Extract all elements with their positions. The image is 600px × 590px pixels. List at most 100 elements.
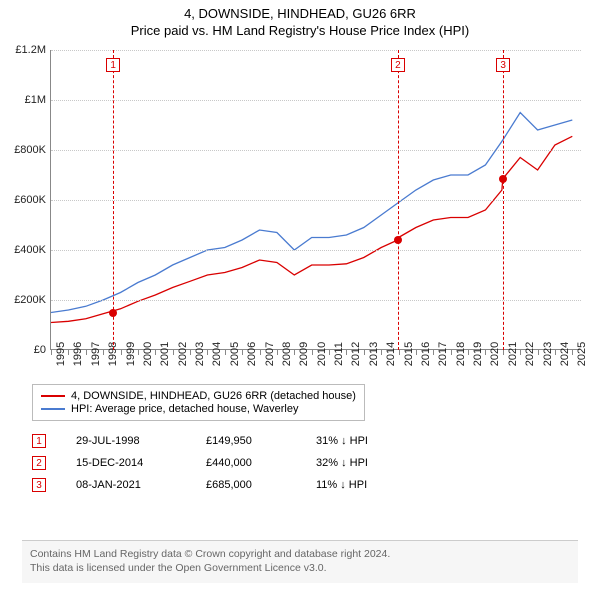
x-tick <box>451 350 452 355</box>
x-tick <box>294 350 295 355</box>
x-tick <box>346 350 347 355</box>
x-axis-label: 2008 <box>281 342 293 366</box>
x-tick <box>68 350 69 355</box>
gridline-h <box>51 50 581 51</box>
x-axis-label: 2001 <box>159 342 171 366</box>
x-tick <box>520 350 521 355</box>
title-address: 4, DOWNSIDE, HINDHEAD, GU26 6RR <box>0 6 600 21</box>
x-axis-label: 2017 <box>437 342 449 366</box>
y-axis-label: £1M <box>25 94 46 106</box>
gridline-h <box>51 200 581 201</box>
sales-row: 3 08-JAN-2021 £685,000 11% ↓ HPI <box>32 474 406 496</box>
x-axis-label: 2023 <box>542 342 554 366</box>
x-tick <box>433 350 434 355</box>
legend-swatch <box>41 408 65 410</box>
footnote-line2: This data is licensed under the Open Gov… <box>30 561 570 575</box>
x-axis-label: 2018 <box>455 342 467 366</box>
x-tick <box>121 350 122 355</box>
event-marker-line <box>398 50 399 350</box>
x-axis-label: 1997 <box>90 342 102 366</box>
x-tick <box>51 350 52 355</box>
x-axis-label: 2007 <box>264 342 276 366</box>
event-marker-line <box>503 50 504 350</box>
x-axis-label: 2012 <box>350 342 362 366</box>
y-axis-label: £200K <box>14 294 46 306</box>
sales-price: £440,000 <box>206 457 286 469</box>
gridline-h <box>51 150 581 151</box>
x-tick <box>503 350 504 355</box>
x-tick <box>312 350 313 355</box>
footnote: Contains HM Land Registry data © Crown c… <box>22 540 578 583</box>
event-marker-badge: 2 <box>391 58 405 72</box>
x-axis-label: 2019 <box>472 342 484 366</box>
legend-label: HPI: Average price, detached house, Wave… <box>71 403 298 415</box>
event-marker-dot <box>499 175 507 183</box>
series-property <box>51 136 572 322</box>
event-marker-line <box>113 50 114 350</box>
x-axis-label: 2000 <box>142 342 154 366</box>
sales-row: 2 15-DEC-2014 £440,000 32% ↓ HPI <box>32 452 406 474</box>
gridline-h <box>51 250 581 251</box>
sales-price: £149,950 <box>206 435 286 447</box>
x-tick <box>207 350 208 355</box>
legend: 4, DOWNSIDE, HINDHEAD, GU26 6RR (detache… <box>32 384 365 421</box>
y-axis-label: £1.2M <box>15 44 46 56</box>
series-hpi <box>51 113 572 313</box>
event-marker-dot <box>109 309 117 317</box>
x-tick <box>225 350 226 355</box>
x-tick <box>329 350 330 355</box>
x-axis-label: 1996 <box>72 342 84 366</box>
x-axis-label: 2005 <box>229 342 241 366</box>
x-axis-label: 2025 <box>576 342 588 366</box>
x-tick <box>138 350 139 355</box>
gridline-h <box>51 300 581 301</box>
sales-date: 29-JUL-1998 <box>76 435 176 447</box>
x-tick <box>485 350 486 355</box>
legend-label: 4, DOWNSIDE, HINDHEAD, GU26 6RR (detache… <box>71 390 356 402</box>
sales-index-badge: 1 <box>32 434 46 448</box>
x-tick <box>277 350 278 355</box>
sales-date: 08-JAN-2021 <box>76 479 176 491</box>
chart-area: £0£200K£400K£600K£800K£1M£1.2M1995199619… <box>50 50 580 370</box>
x-tick <box>103 350 104 355</box>
x-axis-label: 2013 <box>368 342 380 366</box>
x-axis-label: 1999 <box>125 342 137 366</box>
sales-index-badge: 2 <box>32 456 46 470</box>
x-tick <box>381 350 382 355</box>
x-tick <box>555 350 556 355</box>
x-tick <box>399 350 400 355</box>
title-subtitle: Price paid vs. HM Land Registry's House … <box>0 23 600 38</box>
sales-price: £685,000 <box>206 479 286 491</box>
chart-container: 4, DOWNSIDE, HINDHEAD, GU26 6RR Price pa… <box>0 0 600 590</box>
x-axis-label: 2021 <box>507 342 519 366</box>
x-axis-label: 2014 <box>385 342 397 366</box>
plot-region: £0£200K£400K£600K£800K£1M£1.2M1995199619… <box>50 50 580 350</box>
sales-date: 15-DEC-2014 <box>76 457 176 469</box>
event-marker-dot <box>394 236 402 244</box>
y-axis-label: £600K <box>14 194 46 206</box>
sales-diff: 11% ↓ HPI <box>316 479 406 491</box>
x-tick <box>260 350 261 355</box>
y-axis-label: £800K <box>14 144 46 156</box>
x-axis-label: 2004 <box>211 342 223 366</box>
gridline-h <box>51 100 581 101</box>
y-axis-label: £400K <box>14 244 46 256</box>
x-axis-label: 2006 <box>246 342 258 366</box>
sales-diff: 32% ↓ HPI <box>316 457 406 469</box>
legend-swatch <box>41 395 65 397</box>
sales-diff: 31% ↓ HPI <box>316 435 406 447</box>
x-tick <box>173 350 174 355</box>
sales-index-badge: 3 <box>32 478 46 492</box>
x-axis-label: 2015 <box>403 342 415 366</box>
legend-item: HPI: Average price, detached house, Wave… <box>41 403 356 415</box>
x-axis-label: 2009 <box>298 342 310 366</box>
footnote-line1: Contains HM Land Registry data © Crown c… <box>30 547 570 561</box>
x-axis-label: 2024 <box>559 342 571 366</box>
x-axis-label: 2016 <box>420 342 432 366</box>
event-marker-badge: 3 <box>496 58 510 72</box>
title-block: 4, DOWNSIDE, HINDHEAD, GU26 6RR Price pa… <box>0 0 600 40</box>
event-marker-badge: 1 <box>106 58 120 72</box>
x-tick <box>364 350 365 355</box>
x-axis-label: 1995 <box>55 342 67 366</box>
x-axis-label: 2020 <box>489 342 501 366</box>
